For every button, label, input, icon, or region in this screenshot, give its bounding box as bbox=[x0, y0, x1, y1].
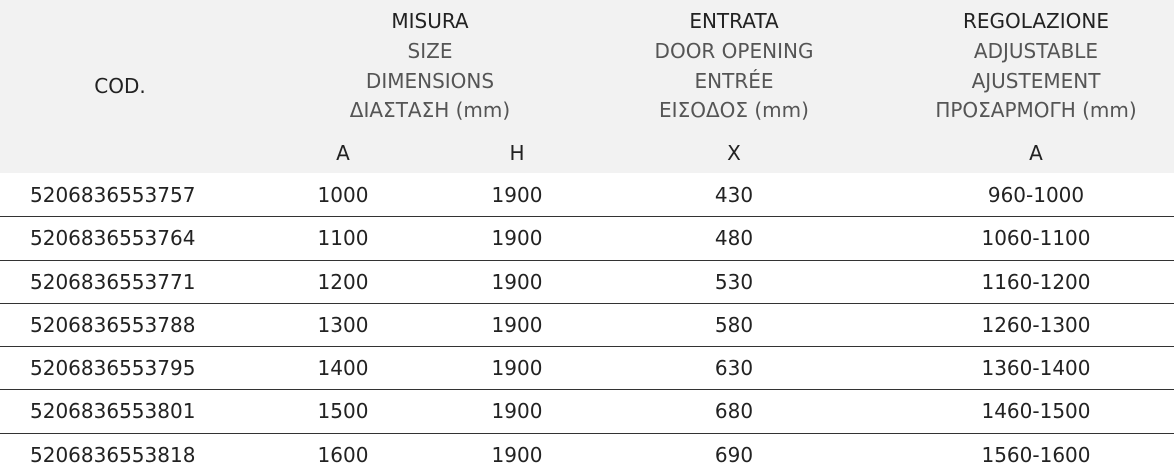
header-size-gr: ΔΙΑΣΤΑΣΗ (mm) bbox=[349, 98, 511, 122]
cell-a: 1300 bbox=[317, 313, 369, 337]
cell-cod: 5206836553818 bbox=[30, 443, 196, 467]
cell-a: 1400 bbox=[317, 356, 369, 380]
table-row: 5206836553788 1300 1900 580 1260-1300 bbox=[0, 304, 1174, 347]
cell-h: 1900 bbox=[491, 270, 543, 294]
table-header: COD. MISURA SIZE DIMENSIONS ΔΙΑΣΤΑΣΗ (mm… bbox=[0, 0, 1174, 173]
header-cod: COD. bbox=[94, 74, 146, 98]
cell-x: 690 bbox=[714, 443, 754, 467]
cell-adj: 1360-1400 bbox=[981, 356, 1091, 380]
cell-x: 530 bbox=[714, 270, 754, 294]
table-row: 5206836553771 1200 1900 530 1160-1200 bbox=[0, 261, 1174, 304]
cell-cod: 5206836553801 bbox=[30, 399, 196, 423]
cell-x: 630 bbox=[714, 356, 754, 380]
cell-a: 1500 bbox=[317, 399, 369, 423]
cell-adj: 1460-1500 bbox=[981, 399, 1091, 423]
header-adjust-it: REGOLAZIONE bbox=[963, 9, 1109, 33]
header-size-fr: DIMENSIONS bbox=[365, 69, 495, 93]
row-divider bbox=[0, 433, 1174, 434]
subheader-x: X bbox=[727, 141, 741, 165]
header-opening-fr: ENTRÉE bbox=[694, 69, 774, 93]
cell-x: 430 bbox=[714, 183, 754, 207]
row-divider bbox=[0, 260, 1174, 261]
table-row: 5206836553764 1100 1900 480 1060-1100 bbox=[0, 217, 1174, 260]
cell-a: 1600 bbox=[317, 443, 369, 467]
cell-h: 1900 bbox=[491, 356, 543, 380]
row-divider bbox=[0, 389, 1174, 390]
cell-cod: 5206836553795 bbox=[30, 356, 196, 380]
cell-cod: 5206836553757 bbox=[30, 183, 196, 207]
table-row: 5206836553818 1600 1900 690 1560-1600 bbox=[0, 434, 1174, 472]
cell-a: 1000 bbox=[317, 183, 369, 207]
cell-h: 1900 bbox=[491, 313, 543, 337]
header-opening-gr: ΕΙΣΟΔΟΣ (mm) bbox=[659, 98, 809, 122]
cell-x: 480 bbox=[714, 226, 754, 250]
header-size-en: SIZE bbox=[407, 39, 453, 63]
header-adjust-fr: AJUSTEMENT bbox=[971, 69, 1101, 93]
header-size-it: MISURA bbox=[391, 9, 469, 33]
header-opening-en: DOOR OPENING bbox=[654, 39, 814, 63]
cell-h: 1900 bbox=[491, 443, 543, 467]
cell-h: 1900 bbox=[491, 183, 543, 207]
header-adjust-en: ADJUSTABLE bbox=[973, 39, 1099, 63]
cell-adj: 1560-1600 bbox=[981, 443, 1091, 467]
cell-adj: 960-1000 bbox=[987, 183, 1085, 207]
cell-cod: 5206836553788 bbox=[30, 313, 196, 337]
header-opening-it: ENTRATA bbox=[689, 9, 779, 33]
header-adjust-gr: ΠΡΟΣΑΡΜΟΓΗ (mm) bbox=[935, 98, 1137, 122]
cell-adj: 1260-1300 bbox=[981, 313, 1091, 337]
subheader-a: A bbox=[336, 141, 350, 165]
cell-h: 1900 bbox=[491, 226, 543, 250]
cell-h: 1900 bbox=[491, 399, 543, 423]
cell-a: 1200 bbox=[317, 270, 369, 294]
cell-cod: 5206836553764 bbox=[30, 226, 196, 250]
table-row: 5206836553795 1400 1900 630 1360-1400 bbox=[0, 347, 1174, 390]
subheader-h: H bbox=[509, 141, 525, 165]
cell-adj: 1160-1200 bbox=[981, 270, 1091, 294]
row-divider bbox=[0, 303, 1174, 304]
table-row: 5206836553801 1500 1900 680 1460-1500 bbox=[0, 390, 1174, 433]
cell-x: 680 bbox=[714, 399, 754, 423]
row-divider bbox=[0, 216, 1174, 217]
cell-x: 580 bbox=[714, 313, 754, 337]
cell-cod: 5206836553771 bbox=[30, 270, 196, 294]
cell-adj: 1060-1100 bbox=[981, 226, 1091, 250]
row-divider bbox=[0, 346, 1174, 347]
cell-a: 1100 bbox=[317, 226, 369, 250]
subheader-adj-a: A bbox=[1029, 141, 1043, 165]
table-row: 5206836553757 1000 1900 430 960-1000 bbox=[0, 174, 1174, 217]
